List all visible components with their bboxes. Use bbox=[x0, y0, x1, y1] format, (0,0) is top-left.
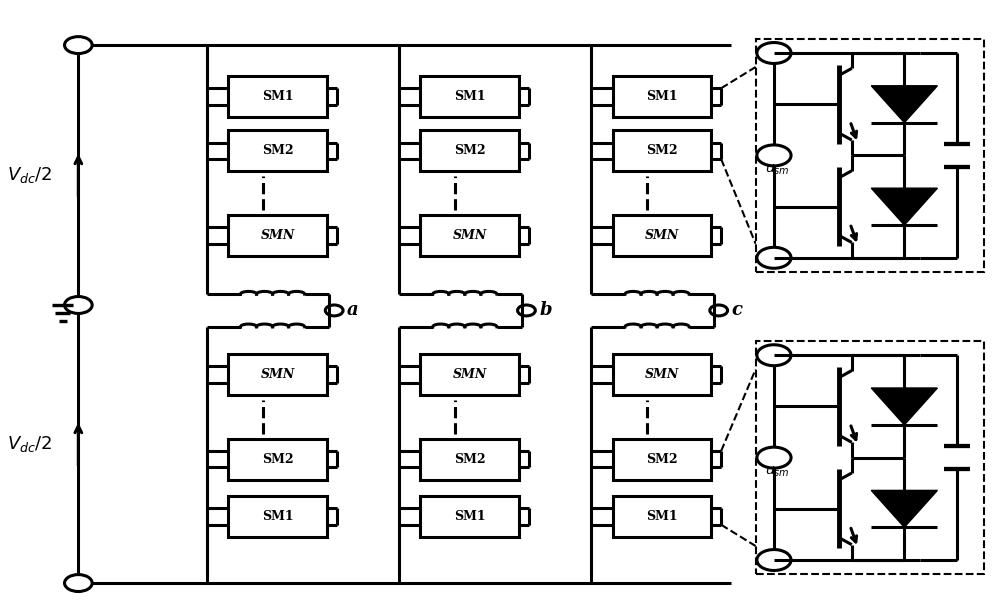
FancyBboxPatch shape bbox=[756, 341, 984, 574]
Text: SMN: SMN bbox=[453, 368, 487, 381]
FancyBboxPatch shape bbox=[228, 131, 327, 171]
Text: SMN: SMN bbox=[260, 368, 295, 381]
FancyBboxPatch shape bbox=[420, 76, 519, 117]
Text: SMN: SMN bbox=[453, 229, 487, 242]
Text: c: c bbox=[732, 301, 743, 320]
Text: SM1: SM1 bbox=[646, 90, 678, 103]
FancyBboxPatch shape bbox=[420, 496, 519, 537]
Polygon shape bbox=[871, 188, 937, 225]
Text: $u_{sm}$: $u_{sm}$ bbox=[765, 162, 790, 176]
FancyBboxPatch shape bbox=[228, 439, 327, 479]
Text: $u_{sm}$: $u_{sm}$ bbox=[765, 464, 790, 479]
FancyBboxPatch shape bbox=[613, 76, 711, 117]
FancyBboxPatch shape bbox=[228, 215, 327, 256]
Text: SMN: SMN bbox=[645, 229, 679, 242]
FancyBboxPatch shape bbox=[228, 354, 327, 395]
Text: SM2: SM2 bbox=[646, 145, 678, 157]
FancyBboxPatch shape bbox=[420, 131, 519, 171]
Text: SM1: SM1 bbox=[262, 510, 293, 523]
Text: SM2: SM2 bbox=[454, 453, 486, 465]
Text: SM2: SM2 bbox=[262, 145, 293, 157]
Text: SM1: SM1 bbox=[454, 90, 486, 103]
FancyBboxPatch shape bbox=[613, 215, 711, 256]
Text: a: a bbox=[347, 301, 359, 320]
Text: SM1: SM1 bbox=[646, 510, 678, 523]
FancyBboxPatch shape bbox=[420, 354, 519, 395]
Polygon shape bbox=[871, 388, 937, 425]
Text: SM2: SM2 bbox=[454, 145, 486, 157]
Text: $V_{dc}/2$: $V_{dc}/2$ bbox=[7, 434, 52, 454]
Polygon shape bbox=[871, 490, 937, 527]
Text: SM1: SM1 bbox=[454, 510, 486, 523]
Text: SMN: SMN bbox=[260, 229, 295, 242]
FancyBboxPatch shape bbox=[228, 76, 327, 117]
Text: b: b bbox=[539, 301, 552, 320]
Text: $V_{dc}/2$: $V_{dc}/2$ bbox=[7, 165, 52, 185]
Text: SMN: SMN bbox=[645, 368, 679, 381]
FancyBboxPatch shape bbox=[613, 496, 711, 537]
FancyBboxPatch shape bbox=[756, 39, 984, 272]
Text: SM2: SM2 bbox=[646, 453, 678, 465]
Text: SM2: SM2 bbox=[262, 453, 293, 465]
FancyBboxPatch shape bbox=[228, 496, 327, 537]
FancyBboxPatch shape bbox=[613, 354, 711, 395]
Text: SM1: SM1 bbox=[262, 90, 293, 103]
Polygon shape bbox=[871, 86, 937, 123]
FancyBboxPatch shape bbox=[420, 439, 519, 479]
FancyBboxPatch shape bbox=[613, 131, 711, 171]
FancyBboxPatch shape bbox=[613, 439, 711, 479]
FancyBboxPatch shape bbox=[420, 215, 519, 256]
